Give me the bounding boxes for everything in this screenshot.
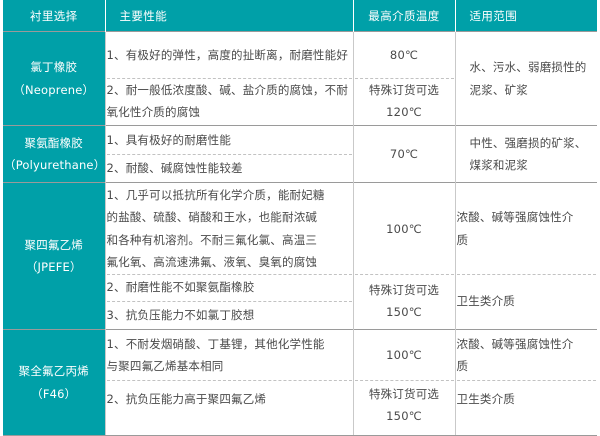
scope-text: 水、污水、弱磨损性的 — [469, 60, 587, 75]
temperature-text: 特殊订货可选 — [368, 282, 440, 297]
temperature-cell-f46: 100℃ 特殊订货可选 150℃ — [352, 329, 455, 436]
scope-cell-polyurethane: 中性、强磨损的矿浆、 煤浆和泥浆 — [454, 125, 597, 183]
performance-text: 3、抗负压能力不如氯丁胶想 — [106, 307, 255, 322]
temperature-item: 特殊订货可选 150℃ — [354, 273, 454, 329]
temperature-item: 100℃ — [355, 331, 454, 380]
material-cell-f46: 聚全氟乙丙烯 （F46） — [3, 329, 105, 436]
performance-item: 1、几乎可以抵抗所有化学介质，能耐妃糖 的盐酸、硫酸、硝酸和王水，也能耐浓碱 和… — [107, 184, 352, 274]
material-code: （JPEFE） — [25, 260, 82, 275]
temperature-cell-polyurethane: 70℃ — [352, 125, 455, 183]
temperature-text: 100℃ — [386, 348, 422, 363]
scope-text: 煤浆和泥浆 — [469, 158, 528, 172]
material-name: 聚氨酯橡胶 — [24, 135, 83, 150]
lining-selection-table-container: 衬里选择 主要性能 最高介质温度 适用范围 氯丁橡胶 （Neoprene） 1、… — [3, 0, 597, 436]
material-code: （F46） — [31, 386, 77, 401]
performance-text: 氟化氧、高流速沸氟、液氧、臭氧的腐蚀 — [106, 255, 318, 270]
scope-text: 卫生类介质 — [456, 391, 515, 406]
table-body: 氯丁橡胶 （Neoprene） 1、有极好的弹性，高度的扯断离，耐磨性能好 2、… — [3, 31, 597, 436]
table-row: 氯丁橡胶 （Neoprene） 1、有极好的弹性，高度的扯断离，耐磨性能好 2、… — [3, 31, 597, 126]
performance-text: 的盐酸、硫酸、硝酸和王水，也能耐浓碱 — [106, 210, 318, 225]
material-cell-neoprene: 氯丁橡胶 （Neoprene） — [3, 31, 105, 126]
performance-item: 3、抗负压能力不如氯丁胶想 — [106, 300, 352, 329]
temperature-text: 120℃ — [386, 105, 422, 120]
scope-text: 浓酸、碱等强腐蚀性介 — [456, 210, 574, 225]
temperature-text: 100℃ — [386, 221, 422, 236]
performance-text: 2、耐磨性能不如聚氨酯橡胶 — [106, 280, 255, 295]
performance-text: 1、有极好的弹性，高度的扯断离，耐磨性能好 — [106, 48, 349, 63]
column-header-temperature: 最高介质温度 — [352, 0, 455, 32]
scope-item: 浓酸、碱等强腐蚀性介 质 — [457, 184, 597, 274]
temperature-item: 特殊订货可选 150℃ — [354, 379, 454, 435]
performance-item: 2、耐一般低浓度酸、碱、盐介质的腐蚀，不耐氧化性介质的腐蚀 — [106, 77, 352, 124]
temperature-cell-neoprene: 80℃ 特殊订货可选 120℃ — [352, 31, 455, 126]
column-header-scope: 适用范围 — [454, 0, 597, 32]
temperature-text: 80℃ — [389, 48, 419, 63]
performance-item: 1、具有极好的耐磨性能 — [107, 127, 352, 154]
material-cell-jpefe: 聚四氟乙烯 （JPEFE） — [3, 181, 105, 330]
performance-text: 2、抗负压能力高于聚四氟乙烯 — [106, 391, 267, 406]
scope-cell-jpefe: 浓酸、碱等强腐蚀性介 质 卫生类介质 — [454, 181, 597, 330]
performance-text: 与聚四氟乙烯基本相同 — [106, 359, 224, 374]
material-name: 聚全氟乙丙烯 — [18, 364, 89, 379]
scope-text: 中性、强磨损的矿浆、 — [469, 135, 587, 150]
temperature-text: 特殊订货可选 — [368, 82, 440, 97]
table-row: 聚氨酯橡胶 （Polyurethane） 1、具有极好的耐磨性能 2、耐酸、碱腐… — [3, 125, 597, 183]
scope-text: 质 — [456, 359, 469, 374]
material-code: （Polyurethane） — [4, 158, 106, 172]
scope-text: 卫生类介质 — [456, 294, 515, 309]
temperature-text: 150℃ — [386, 409, 422, 424]
temperature-text: 特殊订货可选 — [368, 386, 440, 401]
scope-item: 卫生类介质 — [456, 379, 596, 435]
material-cell-polyurethane: 聚氨酯橡胶 （Polyurethane） — [3, 125, 106, 183]
temperature-item: 100℃ — [355, 184, 454, 274]
performance-item: 1、不耐发烟硝酸、丁基锂，其他化学性能 与聚四氟乙烯基本相同 — [107, 331, 352, 380]
header-row: 衬里选择 主要性能 最高介质温度 适用范围 — [3, 0, 597, 32]
performance-cell-neoprene: 1、有极好的弹性，高度的扯断离，耐磨性能好 2、耐一般低浓度酸、碱、盐介质的腐蚀… — [104, 31, 353, 126]
scope-item: 浓酸、碱等强腐蚀性介 质 — [457, 331, 597, 380]
performance-text: 2、耐一般低浓度酸、碱、盐介质的腐蚀，不耐氧化性介质的腐蚀 — [106, 82, 349, 120]
scope-item: 卫生类介质 — [456, 273, 596, 329]
scope-cell-f46: 浓酸、碱等强腐蚀性介 质 卫生类介质 — [454, 329, 597, 436]
material-code: （Neoprene） — [13, 82, 95, 97]
material-name: 聚四氟乙烯 — [24, 237, 83, 252]
performance-text: 1、具有极好的耐磨性能 — [106, 133, 232, 148]
temperature-cell-jpefe: 100℃ 特殊订货可选 150℃ — [352, 181, 455, 330]
performance-text: 2、耐酸、碱腐蚀性能较差 — [106, 160, 243, 175]
table-header: 衬里选择 主要性能 最高介质温度 适用范围 — [3, 0, 597, 32]
scope-text: 浓酸、碱等强腐蚀性介 — [456, 337, 574, 352]
scope-cell-neoprene: 水、污水、弱磨损性的 泥浆、矿浆 — [454, 31, 597, 126]
performance-item: 2、耐酸、碱腐蚀性能较差 — [106, 153, 352, 181]
performance-item: 1、有极好的弹性，高度的扯断离，耐磨性能好 — [107, 33, 352, 78]
performance-text: 和各种有机溶剂。不耐三氟化氯、高温三 — [106, 232, 318, 247]
performance-text: 1、几乎可以抵抗所有化学介质，能耐妃糖 — [106, 188, 325, 202]
temperature-text: 150℃ — [386, 305, 422, 320]
scope-text: 质 — [456, 232, 469, 247]
material-name: 氯丁橡胶 — [30, 60, 78, 75]
temperature-item: 特殊订货可选 120℃ — [354, 77, 454, 124]
performance-item: 2、耐磨性能不如聚氨酯橡胶 — [106, 273, 352, 302]
temperature-text: 70℃ — [389, 146, 419, 161]
performance-cell-polyurethane: 1、具有极好的耐磨性能 2、耐酸、碱腐蚀性能较差 — [104, 125, 353, 183]
performance-cell-f46: 1、不耐发烟硝酸、丁基锂，其他化学性能 与聚四氟乙烯基本相同 2、抗负压能力高于… — [104, 329, 353, 436]
performance-text: 1、不耐发烟硝酸、丁基锂，其他化学性能 — [106, 337, 325, 352]
table-row: 聚全氟乙丙烯 （F46） 1、不耐发烟硝酸、丁基锂，其他化学性能 与聚四氟乙烯基… — [3, 329, 597, 436]
lining-selection-table: 衬里选择 主要性能 最高介质温度 适用范围 氯丁橡胶 （Neoprene） 1、… — [3, 0, 597, 436]
column-header-performance: 主要性能 — [104, 0, 353, 32]
scope-text: 泥浆、矿浆 — [469, 82, 528, 97]
performance-item: 2、抗负压能力高于聚四氟乙烯 — [106, 379, 352, 435]
temperature-item: 80℃ — [355, 33, 454, 78]
performance-cell-jpefe: 1、几乎可以抵抗所有化学介质，能耐妃糖 的盐酸、硫酸、硝酸和王水，也能耐浓碱 和… — [104, 181, 353, 330]
table-row: 聚四氟乙烯 （JPEFE） 1、几乎可以抵抗所有化学介质，能耐妃糖 的盐酸、硫酸… — [3, 181, 597, 330]
column-header-material: 衬里选择 — [3, 0, 105, 32]
